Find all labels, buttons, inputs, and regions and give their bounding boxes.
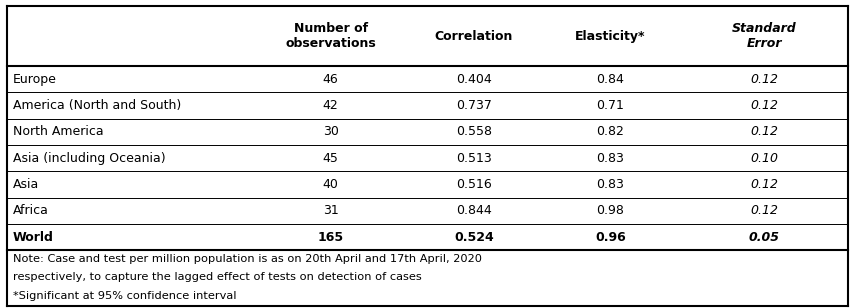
Text: 0.12: 0.12 — [750, 125, 778, 138]
Text: 0.12: 0.12 — [750, 178, 778, 191]
Text: 0.516: 0.516 — [456, 178, 492, 191]
Text: Africa: Africa — [13, 205, 49, 217]
Text: Elasticity*: Elasticity* — [575, 30, 646, 43]
Text: *Significant at 95% confidence interval: *Significant at 95% confidence interval — [13, 290, 236, 301]
Text: 0.98: 0.98 — [597, 205, 624, 217]
Text: 0.558: 0.558 — [456, 125, 492, 138]
Text: Note: Case and test per million population is as on 20th April and 17th April, 2: Note: Case and test per million populati… — [13, 254, 482, 264]
Text: 40: 40 — [323, 178, 339, 191]
Text: 45: 45 — [323, 152, 339, 165]
Text: 0.10: 0.10 — [750, 152, 778, 165]
Text: Asia: Asia — [13, 178, 39, 191]
Text: Standard
Error: Standard Error — [732, 22, 796, 50]
Text: 0.404: 0.404 — [456, 73, 492, 86]
Text: 0.12: 0.12 — [750, 205, 778, 217]
Text: 0.84: 0.84 — [597, 73, 624, 86]
Text: Correlation: Correlation — [434, 30, 513, 43]
Text: 42: 42 — [323, 99, 339, 112]
Text: 0.524: 0.524 — [454, 231, 493, 244]
Text: 0.82: 0.82 — [597, 125, 624, 138]
Text: 0.737: 0.737 — [456, 99, 492, 112]
Text: 0.71: 0.71 — [597, 99, 624, 112]
Text: America (North and South): America (North and South) — [13, 99, 181, 112]
Text: 0.844: 0.844 — [456, 205, 492, 217]
Text: Number of
observations: Number of observations — [286, 22, 376, 50]
Text: 0.83: 0.83 — [597, 178, 624, 191]
Text: 165: 165 — [318, 231, 344, 244]
Text: 0.96: 0.96 — [595, 231, 626, 244]
Text: respectively, to capture the lagged effect of tests on detection of cases: respectively, to capture the lagged effe… — [13, 272, 422, 282]
Text: Asia (including Oceania): Asia (including Oceania) — [13, 152, 166, 165]
Text: 31: 31 — [323, 205, 339, 217]
Text: North America: North America — [13, 125, 103, 138]
Text: 0.83: 0.83 — [597, 152, 624, 165]
Text: Europe: Europe — [13, 73, 56, 86]
Text: 0.12: 0.12 — [750, 99, 778, 112]
Text: 0.513: 0.513 — [456, 152, 492, 165]
Text: World: World — [13, 231, 54, 244]
Text: 0.05: 0.05 — [748, 231, 780, 244]
Text: 46: 46 — [323, 73, 339, 86]
Text: 0.12: 0.12 — [750, 73, 778, 86]
Text: 30: 30 — [323, 125, 339, 138]
